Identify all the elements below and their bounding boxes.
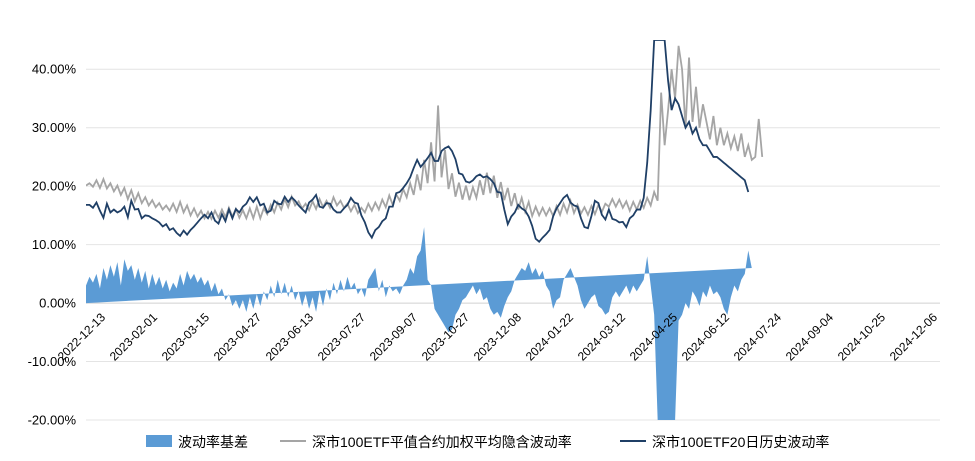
y-tick-label: 10.00% [32, 237, 77, 252]
y-tick-label: -10.00% [28, 354, 77, 369]
series-historical-line [86, 40, 750, 243]
y-tick-label: 20.00% [32, 179, 77, 194]
x-tick-label: 2024-06-12 [679, 310, 733, 364]
x-tick-label: 2024-03-12 [575, 310, 629, 364]
x-tick-label: 2023-04-27 [211, 310, 265, 364]
legend: 波动率基差 深市100ETF平值合约加权平均隐含波动率 深市100ETF20日历… [146, 434, 829, 450]
basis-area-series [86, 227, 752, 420]
legend-swatch-basis [146, 435, 172, 447]
gridlines [86, 68, 940, 421]
y-tick-label: -20.00% [28, 413, 77, 428]
y-tick-label: 40.00% [32, 62, 77, 77]
x-tick-label: 2023-09-07 [367, 310, 421, 364]
y-axis-ticks: -20.00% -10.00% 0.00% 10.00% 20.00% 30.00% 40.… [28, 62, 77, 428]
series-implied-line [86, 45, 764, 222]
series-basis-area [86, 227, 752, 420]
y-tick-label: 30.00% [32, 120, 77, 135]
line-series [86, 40, 764, 243]
x-tick-label: 2024-09-04 [783, 310, 837, 364]
x-tick-label: 2024-07-24 [731, 310, 785, 364]
x-tick-label: 2023-12-08 [471, 310, 525, 364]
x-tick-label: 2023-07-27 [315, 310, 369, 364]
x-tick-label: 2023-06-13 [263, 310, 317, 364]
legend-label-historical: 深市100ETF20日历史波动率 [652, 434, 829, 450]
legend-label-basis: 波动率基差 [178, 434, 248, 450]
x-tick-label: 2023-03-15 [159, 310, 213, 364]
x-tick-label: 2022-12-13 [55, 310, 109, 364]
x-tick-label: 2024-12-06 [887, 310, 941, 364]
x-tick-label: 2024-01-22 [523, 310, 577, 364]
x-axis-ticks: 2022-12-132023-02-012023-03-152023-04-27… [55, 310, 941, 364]
y-tick-label: 0.00% [39, 296, 76, 311]
x-tick-label: 2023-02-01 [107, 310, 161, 364]
legend-label-implied: 深市100ETF平值合约加权平均隐含波动率 [312, 434, 572, 450]
x-tick-label: 2024-10-25 [835, 310, 889, 364]
